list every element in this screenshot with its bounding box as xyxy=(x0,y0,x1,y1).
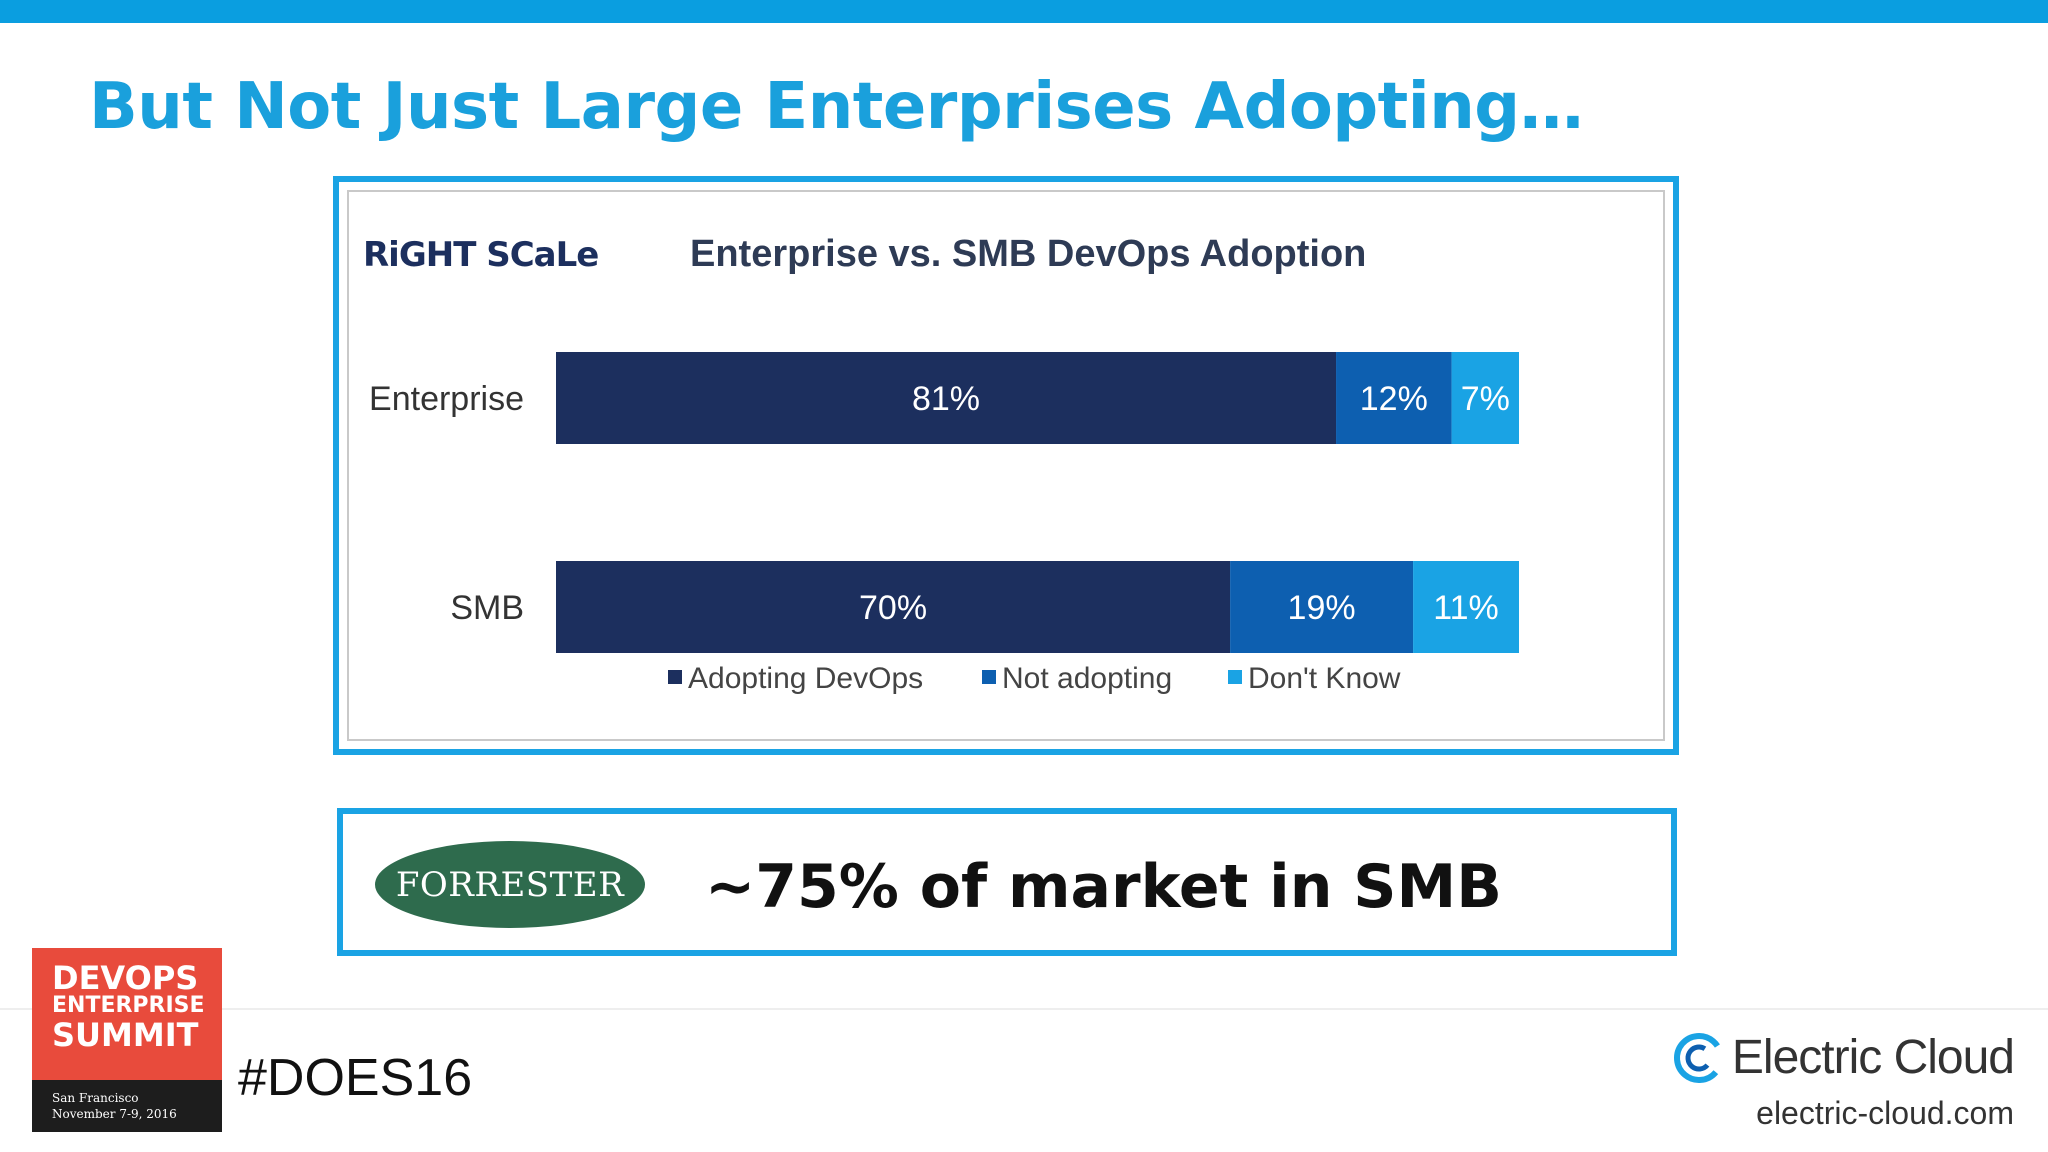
bar-value-label: 19% xyxy=(1288,589,1356,627)
electric-cloud-icon xyxy=(1673,1032,1724,1083)
bar-segment xyxy=(1413,561,1519,653)
bar-value-label: 12% xyxy=(1360,380,1428,418)
electric-cloud-logo: Electric Cloud xyxy=(1672,1030,2015,1085)
badge-line-2: ENTERPRISE xyxy=(52,993,205,1018)
bar-segment xyxy=(556,352,1337,444)
legend-swatch xyxy=(982,670,996,684)
legend-label: Adopting DevOps xyxy=(688,662,923,695)
footer-divider xyxy=(0,1008,2048,1010)
bar-value-label: 7% xyxy=(1461,380,1510,418)
bar-value-label: 11% xyxy=(1433,589,1499,627)
chart-title: Enterprise vs. SMB DevOps Adoption xyxy=(690,233,1366,275)
legend-swatch xyxy=(668,670,682,684)
category-label: SMB xyxy=(450,589,524,627)
badge-info: San Francisco November 7-9, 2016 xyxy=(32,1080,222,1132)
rightscale-logo: RiGHT SCaLe xyxy=(363,235,598,275)
bar-segment xyxy=(1230,561,1414,653)
legend-label: Not adopting xyxy=(1002,662,1172,695)
chart-border xyxy=(347,190,1665,741)
chart-frame: RiGHT SCaLe Enterprise vs. SMB DevOps Ad… xyxy=(333,176,1679,755)
forrester-callout: FORRESTER ~75% of market in SMB xyxy=(337,808,1677,956)
badge-line-1: DEVOPS xyxy=(52,959,199,997)
bar-value-label: 81% xyxy=(912,380,980,418)
forrester-logo-text: FORRESTER xyxy=(395,864,625,905)
category-label: Enterprise xyxy=(369,380,524,418)
callout-text: ~75% of market in SMB xyxy=(705,852,1502,922)
brand-url: electric-cloud.com xyxy=(1756,1095,2014,1131)
badge-dates: November 7-9, 2016 xyxy=(52,1107,177,1121)
badge-city: San Francisco xyxy=(52,1091,139,1105)
bar-segment xyxy=(1336,352,1452,444)
badge-line-3: SUMMIT xyxy=(52,1016,199,1054)
slide-title: But Not Just Large Enterprises Adopting… xyxy=(89,70,1584,144)
legend-swatch xyxy=(1228,670,1242,684)
adoption-chart: RiGHT SCaLe Enterprise vs. SMB DevOps Ad… xyxy=(363,233,1519,695)
brand-name: Electric Cloud xyxy=(1731,1031,2015,1084)
devops-summit-badge: DEVOPS ENTERPRISE SUMMIT San Francisco N… xyxy=(32,948,222,1132)
bar-segment xyxy=(1451,352,1519,444)
hashtag: #DOES16 xyxy=(238,1049,473,1107)
forrester-logo: FORRESTER xyxy=(375,841,645,928)
legend-label: Don't Know xyxy=(1248,662,1401,695)
top-accent-bar xyxy=(0,0,2048,23)
bar-segment xyxy=(556,561,1231,653)
bar-value-label: 70% xyxy=(859,589,927,627)
